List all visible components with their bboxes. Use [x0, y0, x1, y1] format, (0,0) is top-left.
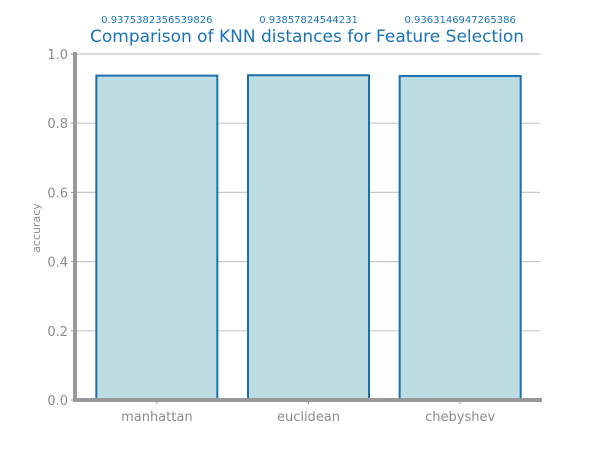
y-tick-label: 0.6	[47, 186, 68, 201]
data-label: 0.9363146947265386	[404, 15, 515, 26]
bar-manhattan	[95, 74, 219, 402]
data-label: 0.93857824544231	[259, 15, 358, 26]
x-tick-label: euclidean	[277, 410, 340, 425]
bar-euclidean	[247, 74, 370, 402]
data-labels: 0.9375382356539826 0.93857824544231 0.9363…	[101, 15, 516, 26]
y-tick-label: 0.4	[47, 256, 68, 271]
y-tick-label: 0.0	[47, 394, 68, 409]
x-tick-label: manhattan	[121, 410, 192, 425]
y-axis-label: accuracy	[30, 203, 43, 253]
axes	[73, 52, 542, 402]
data-label: 0.9375382356539826	[101, 15, 212, 26]
x-ticks: manhattan euclidean chebyshev	[121, 400, 495, 425]
chart-title: Comparison of KNN distances for Feature …	[90, 27, 524, 47]
bar-chebyshev	[398, 75, 522, 401]
bars	[95, 74, 522, 402]
y-tick-label: 0.2	[47, 325, 68, 340]
y-tick-label: 1.0	[47, 48, 68, 63]
y-ticks: 0.0 0.2 0.4 0.6 0.8 1.0	[47, 48, 75, 409]
x-tick-label: chebyshev	[425, 410, 495, 425]
y-tick-label: 0.8	[47, 117, 68, 132]
